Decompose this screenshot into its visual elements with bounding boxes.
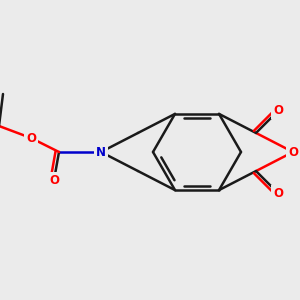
- Text: O: O: [49, 173, 59, 187]
- Text: O: O: [273, 187, 283, 200]
- Text: O: O: [288, 146, 298, 158]
- Text: N: N: [96, 146, 106, 158]
- Text: O: O: [26, 131, 36, 145]
- Text: O: O: [273, 104, 283, 117]
